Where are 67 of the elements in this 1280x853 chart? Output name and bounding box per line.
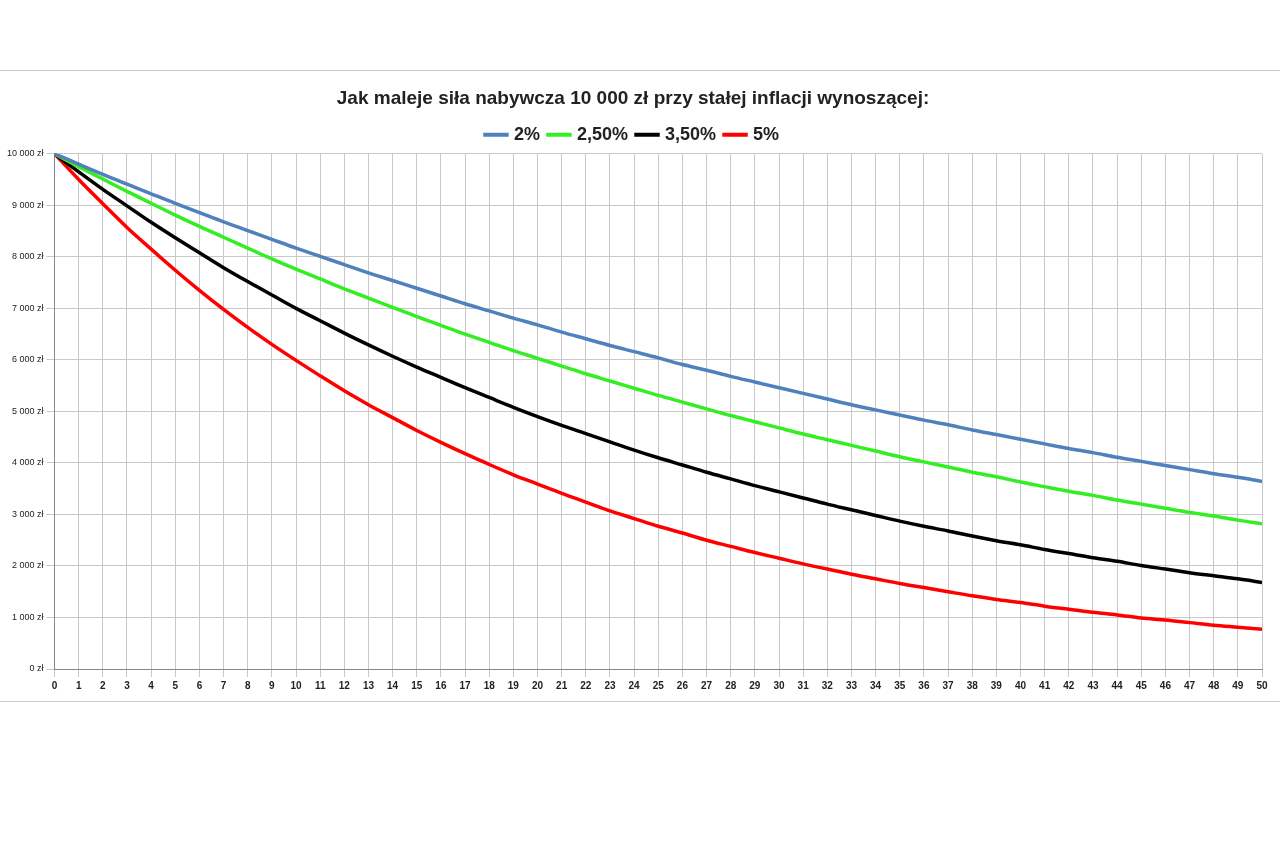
x-tick-label: 28 xyxy=(725,679,737,691)
x-tick-label: 21 xyxy=(556,679,568,691)
x-tick-label: 42 xyxy=(1063,679,1075,691)
x-tick-label: 11 xyxy=(314,679,326,691)
x-tick-label: 5 xyxy=(172,679,179,691)
x-tick-label: 30 xyxy=(773,679,786,691)
y-tick-label: 6 000 zł xyxy=(12,354,44,365)
chart-title: Jak maleje siła nabywcza 10 000 zł przy stałej inflacji wynoszącej: xyxy=(336,86,930,108)
legend-label: 5% xyxy=(753,123,780,144)
x-tick-label: 34 xyxy=(870,679,882,691)
x-tick-label: 12 xyxy=(338,679,351,691)
x-tick-label: 27 xyxy=(701,679,713,691)
x-tick-label: 35 xyxy=(894,679,906,691)
x-tick-label: 36 xyxy=(918,679,930,691)
x-tick-label: 23 xyxy=(604,679,616,691)
x-tick-label: 29 xyxy=(749,679,761,691)
x-tick-label: 0 xyxy=(51,679,58,691)
x-tick-label: 38 xyxy=(966,679,979,691)
x-tick-label: 24 xyxy=(628,679,641,691)
y-tick-label: 1 000 zł xyxy=(12,611,44,622)
x-tick-label: 41 xyxy=(1039,679,1051,691)
x-tick-label: 9 xyxy=(269,679,276,691)
x-tick-label: 32 xyxy=(821,679,834,691)
x-tick-label: 10 xyxy=(290,679,303,691)
legend-label: 2% xyxy=(513,123,540,144)
x-tick-label: 2 xyxy=(100,679,107,691)
y-tick-label: 8 000 zł xyxy=(12,251,44,262)
x-tick-label: 3 xyxy=(124,679,131,691)
x-tick-label: 26 xyxy=(676,679,689,691)
x-tick-label: 7 xyxy=(220,679,227,691)
y-tick-label: 3 000 zł xyxy=(12,508,44,519)
x-tick-label: 31 xyxy=(797,679,810,691)
legend-label: 3,50% xyxy=(665,123,717,144)
legend-label: 2,50% xyxy=(576,123,629,144)
x-tick-label: 16 xyxy=(435,679,447,691)
x-tick-label: 43 xyxy=(1087,679,1099,691)
y-tick-label: 10 000 zł xyxy=(7,148,44,159)
y-tick-label: 4 000 zł xyxy=(12,457,44,468)
x-tick-label: 6 xyxy=(196,679,203,691)
x-tick-label: 44 xyxy=(1111,679,1124,691)
y-tick-label: 9 000 zł xyxy=(12,199,44,210)
x-tick-label: 48 xyxy=(1208,679,1220,691)
x-tick-label: 33 xyxy=(845,679,858,691)
y-tick-label: 0 zł xyxy=(29,663,44,674)
x-tick-label: 47 xyxy=(1183,679,1196,691)
x-tick-label: 15 xyxy=(411,679,423,691)
x-tick-label: 22 xyxy=(580,679,592,691)
y-tick-label: 2 000 zł xyxy=(12,560,44,571)
x-tick-label: 20 xyxy=(531,679,544,691)
x-tick-label: 50 xyxy=(1256,679,1268,691)
x-tick-label: 40 xyxy=(1014,679,1027,691)
x-tick-label: 46 xyxy=(1159,679,1172,691)
x-tick-label: 1 xyxy=(75,679,82,691)
x-tick-label: 18 xyxy=(483,679,496,691)
x-tick-label: 49 xyxy=(1232,679,1244,691)
x-tick-label: 4 xyxy=(148,679,155,691)
x-tick-label: 17 xyxy=(459,679,472,691)
x-tick-label: 19 xyxy=(507,679,520,691)
y-tick-label: 7 000 zł xyxy=(12,302,44,313)
y-tick-label: 5 000 zł xyxy=(12,405,44,416)
x-tick-label: 8 xyxy=(244,679,251,691)
x-tick-label: 14 xyxy=(387,679,399,691)
x-tick-label: 37 xyxy=(942,679,955,691)
x-tick-label: 39 xyxy=(990,679,1003,691)
x-tick-label: 25 xyxy=(652,679,665,691)
x-tick-label: 13 xyxy=(362,679,375,691)
x-tick-label: 45 xyxy=(1135,679,1148,691)
